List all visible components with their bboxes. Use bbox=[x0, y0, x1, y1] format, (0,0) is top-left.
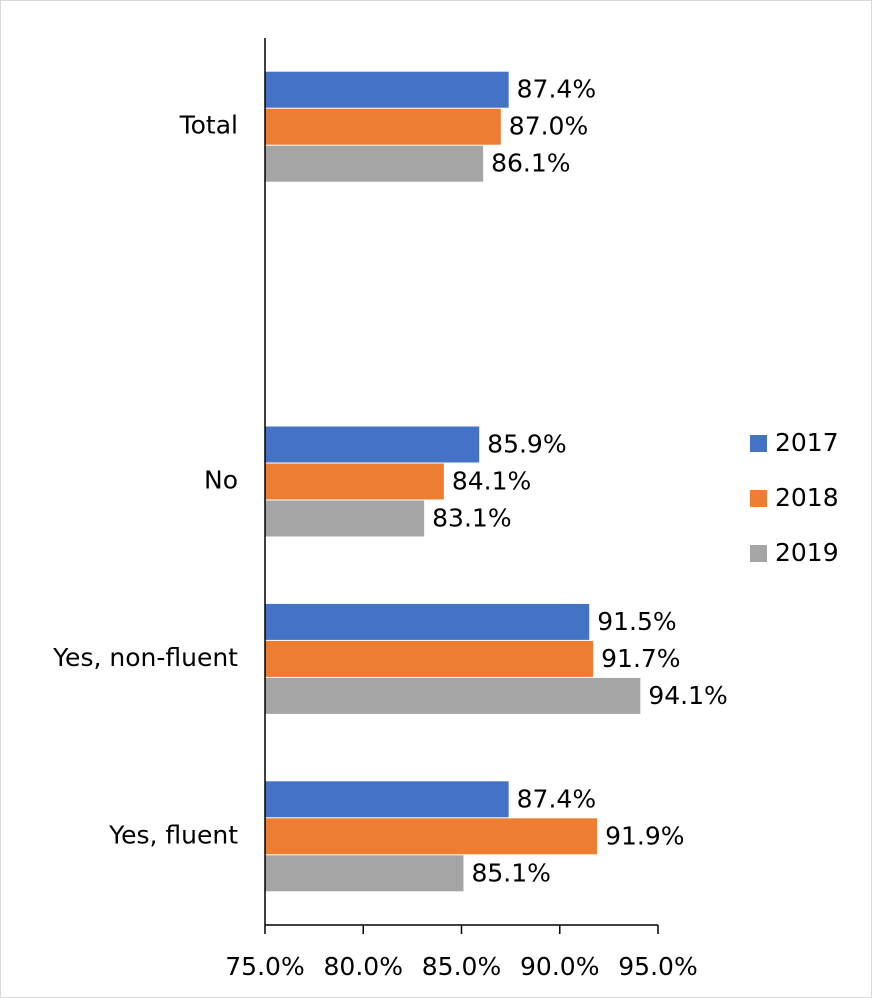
bar bbox=[265, 855, 464, 892]
bar bbox=[265, 500, 425, 537]
value-label: 87.4% bbox=[517, 784, 596, 813]
x-tick-label: 95.0% bbox=[618, 952, 697, 981]
bar bbox=[265, 463, 444, 500]
bar bbox=[265, 71, 509, 108]
x-tick-label: 80.0% bbox=[324, 952, 403, 981]
value-label: 87.4% bbox=[517, 75, 596, 104]
value-label: 85.1% bbox=[471, 858, 550, 887]
x-tick-label: 85.0% bbox=[422, 952, 501, 981]
bar bbox=[265, 818, 598, 855]
bar bbox=[265, 677, 641, 714]
bar bbox=[265, 640, 594, 677]
value-label: 86.1% bbox=[491, 149, 570, 178]
value-label: 91.5% bbox=[597, 607, 676, 636]
bar bbox=[265, 426, 480, 463]
value-label: 91.9% bbox=[605, 821, 684, 850]
legend-swatch bbox=[750, 490, 767, 507]
category-label: Yes, non-fluent bbox=[52, 643, 238, 672]
value-label: 94.1% bbox=[648, 681, 727, 710]
value-label: 83.1% bbox=[432, 504, 511, 533]
value-label: 84.1% bbox=[452, 467, 531, 496]
category-label: Total bbox=[179, 111, 238, 140]
bar bbox=[265, 145, 484, 182]
legend-label: 2017 bbox=[775, 428, 839, 457]
value-label: 91.7% bbox=[601, 644, 680, 673]
category-label: No bbox=[204, 466, 238, 495]
x-tick-label: 75.0% bbox=[225, 952, 304, 981]
legend-swatch bbox=[750, 545, 767, 562]
x-tick-label: 90.0% bbox=[520, 952, 599, 981]
legend-label: 2019 bbox=[775, 538, 839, 567]
category-label: Yes, fluent bbox=[108, 820, 238, 849]
legend-swatch bbox=[750, 435, 767, 452]
legend-label: 2018 bbox=[775, 483, 839, 512]
bar bbox=[265, 781, 509, 818]
value-label: 87.0% bbox=[509, 112, 588, 141]
value-label: 85.9% bbox=[487, 430, 566, 459]
bar bbox=[265, 603, 590, 640]
bar bbox=[265, 108, 501, 145]
